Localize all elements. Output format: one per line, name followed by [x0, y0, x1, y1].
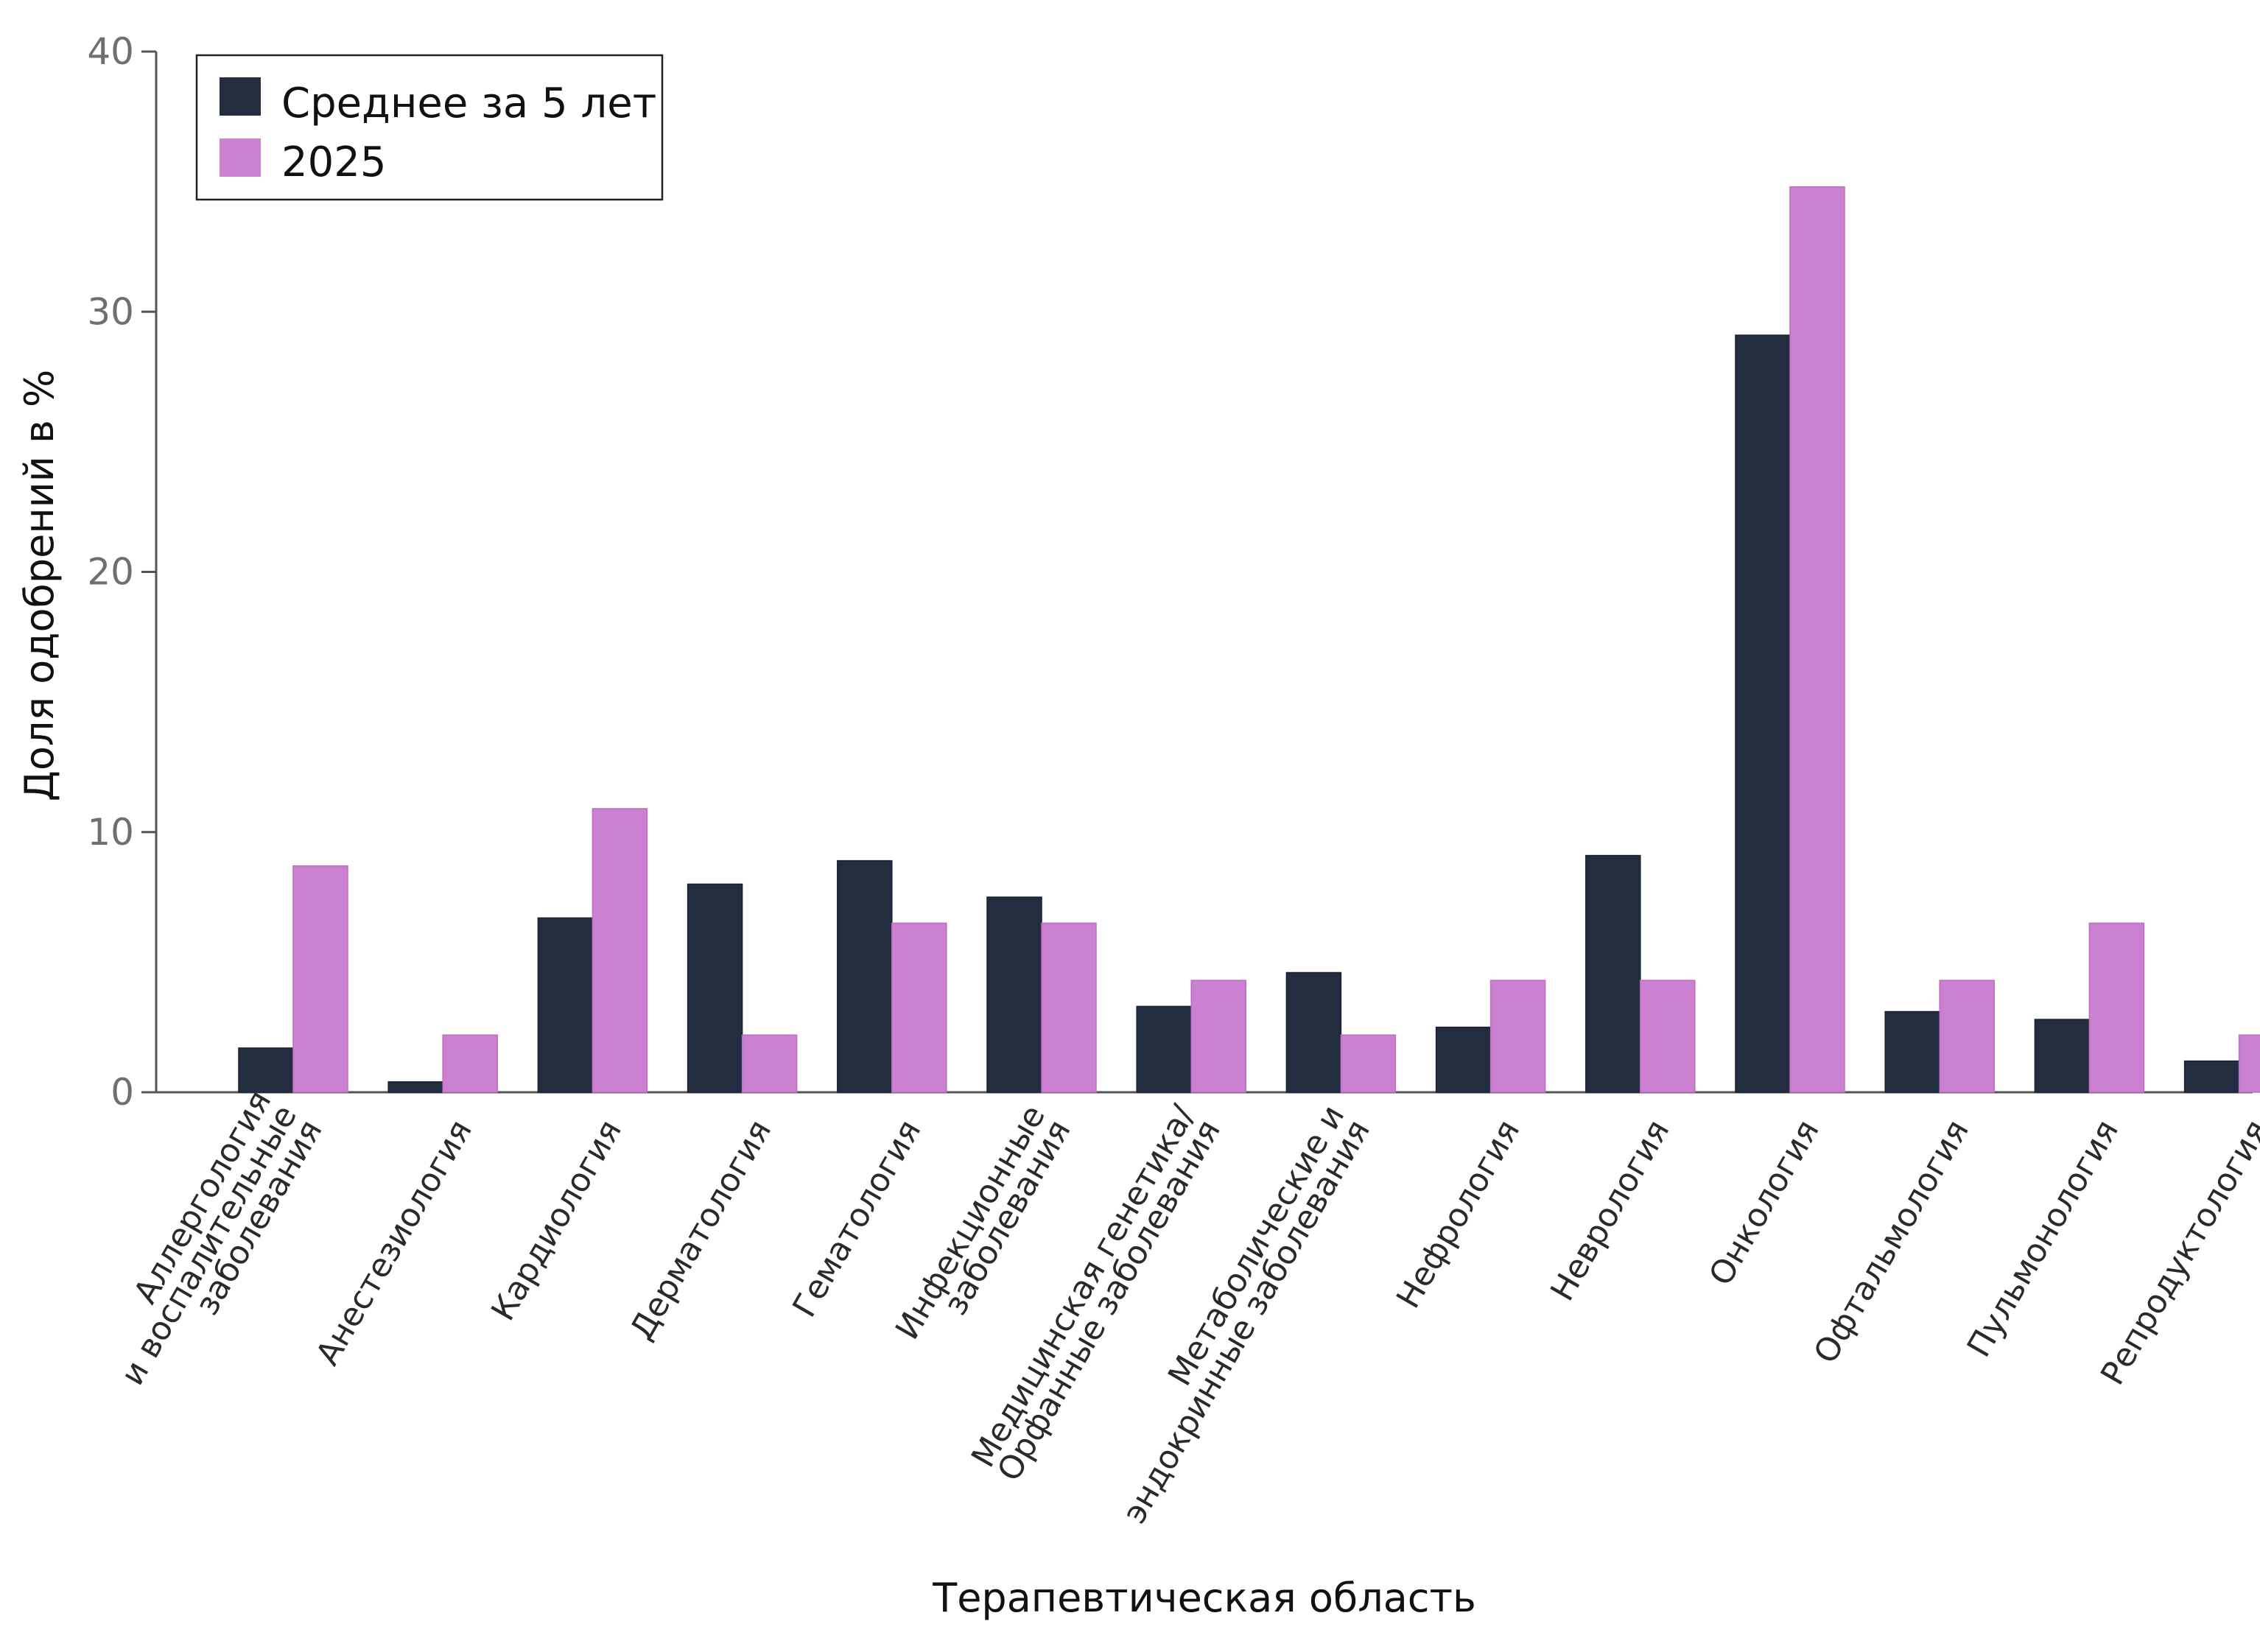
bar-2025: [1190, 980, 1246, 1093]
x-tick-label: Анестезиология: [309, 1114, 480, 1371]
bar-2025: [1489, 980, 1546, 1093]
bar-average: [1735, 334, 1791, 1093]
bar-average: [387, 1081, 443, 1093]
bar-2025: [1340, 1034, 1397, 1093]
bars: [238, 186, 2260, 1093]
bar-average: [1285, 971, 1342, 1093]
bar-average: [837, 860, 893, 1093]
bar-2025: [592, 808, 648, 1093]
legend-swatch-average: [220, 77, 261, 116]
bar-average: [1884, 1010, 1940, 1093]
bar-average: [537, 917, 594, 1093]
y-tick-label: 20: [87, 551, 134, 594]
legend-label-2025: 2025: [281, 138, 387, 186]
x-tick-label: Неврология: [1543, 1114, 1677, 1307]
y-axis-title: Доля одобрений в %: [16, 370, 63, 802]
bar-2025: [1041, 922, 1097, 1093]
bar-2025: [442, 1034, 498, 1093]
x-tick-label: Офтальмология: [1807, 1114, 1976, 1370]
legend: Среднее за 5 лет 2025: [195, 54, 664, 201]
bar-2025: [891, 922, 947, 1093]
x-tick-label: Аллергологияи воспалительныезаболевания: [88, 1084, 329, 1406]
y-tick-label: 0: [110, 1071, 134, 1114]
legend-frame: [195, 54, 664, 201]
x-tick-label: Гематология: [785, 1114, 928, 1324]
bar-2025: [741, 1034, 798, 1093]
x-tick-label: Репродуктология: [2094, 1114, 2260, 1391]
bar-average: [986, 896, 1042, 1093]
x-tick-label: Нефрология: [1389, 1114, 1527, 1315]
bar-2025: [1939, 980, 1995, 1093]
legend-label-average: Среднее за 5 лет: [281, 80, 656, 127]
bar-average: [2034, 1019, 2091, 1093]
y-ticks: 0 10 20 30 40: [87, 30, 156, 1114]
bar-average: [1136, 1005, 1192, 1093]
y-tick-label: 40: [87, 30, 134, 73]
x-tick-label: Дерматология: [622, 1114, 779, 1346]
bar-average: [1435, 1026, 1492, 1093]
x-tick-labels: Аллергологияи воспалительныезаболеванияА…: [88, 1084, 2260, 1530]
x-tick-label: Онкология: [1702, 1114, 1826, 1292]
legend-swatch-2025: [220, 138, 261, 177]
bar-average: [2183, 1060, 2240, 1093]
bar-average: [238, 1047, 294, 1093]
bar-2025: [2238, 1034, 2260, 1093]
bar-2025: [2088, 922, 2145, 1093]
bar-2025: [292, 865, 348, 1093]
bar-average: [687, 883, 743, 1093]
bar-2025: [1789, 186, 1845, 1093]
x-axis-title: Терапевтическая область: [932, 1575, 1476, 1621]
y-tick-label: 30: [87, 290, 134, 333]
bar-average: [1585, 854, 1641, 1093]
bar-2025: [1640, 980, 1696, 1093]
x-tick-label: Кардиология: [484, 1114, 629, 1327]
y-tick-label: 10: [87, 811, 134, 854]
x-tick-label: Пульмонология: [1960, 1114, 2126, 1363]
